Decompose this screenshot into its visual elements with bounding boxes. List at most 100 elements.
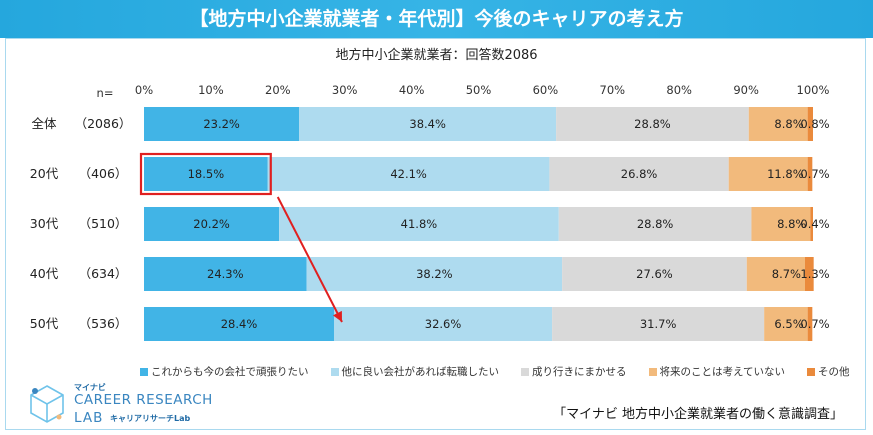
bar-segment <box>748 107 808 141</box>
bar-segment <box>333 307 553 341</box>
category-label: 40代 <box>30 266 59 281</box>
bar-segment <box>804 257 814 291</box>
x-tick-label: 60% <box>533 83 559 97</box>
bar-segment <box>807 307 813 341</box>
chart-title: 【地方中小企業就業者・年代別】今後のキャリアの考え方 <box>0 0 873 38</box>
bar-segment <box>144 307 334 341</box>
category-label: 20代 <box>30 166 59 181</box>
data-label: 1.3% <box>800 267 829 281</box>
bar-segment <box>807 157 813 191</box>
x-tick-label: 70% <box>600 83 626 97</box>
trend-arrow-head <box>332 310 342 322</box>
legend-swatch <box>140 367 148 376</box>
legend: これからも今の会社で頑張りたい 他に良い会社があれば転職したい 成り行きにまかせる 将… <box>140 364 849 379</box>
data-label: 20.2% <box>193 217 230 231</box>
data-label: 18.5% <box>188 167 225 181</box>
x-tick-label: 80% <box>666 83 692 97</box>
bar-segment <box>549 157 729 191</box>
data-label: 41.8% <box>401 217 438 231</box>
n-label: n= <box>97 86 114 100</box>
data-label: 38.2% <box>416 267 453 281</box>
bar-segment <box>562 257 747 291</box>
legend-item: 成り行きにまかせる <box>521 364 627 379</box>
category-label: 全体 <box>31 116 57 131</box>
legend-swatch <box>330 367 339 376</box>
legend-item: 他に良い会社があれば転職したい <box>330 364 500 379</box>
data-label: 0.7% <box>800 167 829 181</box>
x-tick-label: 30% <box>332 83 358 97</box>
chart-subtitle: 地方中小企業就業者：回答数2086 <box>335 48 538 63</box>
bar-segment <box>299 107 557 141</box>
logo-main-text: CAREER RESEARCH <box>74 392 213 408</box>
legend-swatch <box>521 367 529 376</box>
legend-label: 将来のことは考えていない <box>659 366 785 378</box>
x-tick-label: 50% <box>466 83 492 97</box>
chart-frame <box>5 38 866 430</box>
career-research-lab-logo: マイナビ CAREER RESEARCH LAB キャリアリサーチLab <box>26 382 246 430</box>
legend-item: その他 <box>806 364 850 379</box>
legend-swatch <box>648 367 657 376</box>
count-label: （2086） <box>75 116 132 131</box>
bar-segment <box>556 107 749 141</box>
data-label: 24.3% <box>207 267 244 281</box>
data-label: 0.7% <box>800 317 829 331</box>
bar-segment <box>810 207 813 241</box>
bar-segment <box>306 257 563 291</box>
bar-segment <box>764 307 808 341</box>
cube-logo-icon <box>30 385 64 423</box>
data-label: 23.2% <box>203 117 240 131</box>
x-tick-label: 0% <box>135 83 153 97</box>
legend-label: 他に良い会社があれば転職したい <box>341 366 500 378</box>
data-label: 31.7% <box>640 317 677 331</box>
count-label: （536） <box>79 316 128 331</box>
x-tick-label: 20% <box>265 83 291 97</box>
source-note: 「マイナビ 地方中小企業就業者の働く意識調査」 <box>553 407 843 422</box>
bar-segment <box>728 157 808 191</box>
data-label: 28.8% <box>637 217 674 231</box>
bar-segment <box>144 257 307 291</box>
bar-segment <box>267 157 550 191</box>
count-label: （406） <box>79 166 128 181</box>
data-label: 28.8% <box>634 117 671 131</box>
count-label: （634） <box>79 266 128 281</box>
data-label: 8.8% <box>774 117 803 131</box>
data-label: 6.5% <box>774 317 803 331</box>
data-label: 27.6% <box>636 267 673 281</box>
highlight-box <box>139 152 272 196</box>
bar-segment <box>279 207 559 241</box>
count-label: （510） <box>79 216 128 231</box>
data-label: 42.1% <box>390 167 427 181</box>
legend-label: これからも今の会社で頑張りたい <box>151 366 309 378</box>
data-label: 32.6% <box>425 317 462 331</box>
legend-label: 成り行きにまかせる <box>532 366 627 378</box>
category-label: 30代 <box>30 216 59 231</box>
logo-brand: マイナビ <box>74 383 106 392</box>
bar-segment <box>144 207 280 241</box>
logo-lab-text: LAB <box>74 410 104 426</box>
bar-segment <box>751 207 811 241</box>
data-label: 28.4% <box>221 317 258 331</box>
x-tick-label: 100% <box>797 83 830 97</box>
legend-label: その他 <box>817 366 850 378</box>
bar-segment <box>144 157 268 191</box>
x-tick-label: 10% <box>198 83 224 97</box>
bar-segment <box>746 257 805 291</box>
data-label: 26.8% <box>621 167 658 181</box>
category-label: 50代 <box>30 316 59 331</box>
data-label: 38.4% <box>409 117 446 131</box>
legend-item: 将来のことは考えていない <box>648 364 785 379</box>
bar-segment <box>552 307 765 341</box>
bar-segment <box>144 107 300 141</box>
data-label: 8.7% <box>772 267 801 281</box>
x-tick-label: 90% <box>733 83 759 97</box>
data-label: 11.8% <box>767 167 804 181</box>
trend-arrow-line <box>276 196 343 323</box>
x-tick-label: 40% <box>399 83 425 97</box>
data-label: 0.4% <box>800 217 829 231</box>
bar-segment <box>807 107 813 141</box>
data-label: 8.8% <box>777 217 806 231</box>
logo-sub-text: キャリアリサーチLab <box>110 414 191 423</box>
bar-segment <box>558 207 752 241</box>
legend-swatch <box>806 367 815 376</box>
